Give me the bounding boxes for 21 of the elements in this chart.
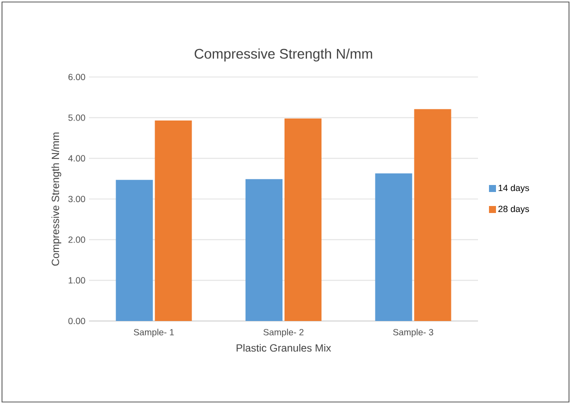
x-tick-label: Sample- 3 (393, 328, 434, 338)
y-tick-label: 6.00 (68, 74, 86, 80)
bar (246, 179, 283, 321)
bar (284, 118, 322, 321)
y-tick-label: 0.00 (68, 318, 86, 324)
x-tick-label: Sample- 2 (263, 328, 304, 338)
bar (154, 120, 192, 321)
y-axis-title: Compressive Strength N/mm (51, 132, 62, 266)
bar (414, 109, 452, 321)
y-tick-label: 5.00 (68, 114, 86, 121)
y-tick-label: 2.00 (68, 236, 86, 243)
y-tick-label: 4.00 (68, 155, 86, 162)
bar (375, 173, 412, 321)
chart-title: Compressive Strength N/mm (194, 48, 372, 62)
x-tick-label: Sample- 1 (134, 328, 174, 338)
x-axis-title: Plastic Granules Mix (236, 344, 332, 352)
y-tick-label: 1.00 (68, 277, 86, 284)
legend-label: 28 days (498, 205, 530, 214)
bar (116, 180, 153, 321)
y-tick-label: 3.00 (68, 196, 86, 202)
legend-label: 14 days (498, 184, 530, 193)
